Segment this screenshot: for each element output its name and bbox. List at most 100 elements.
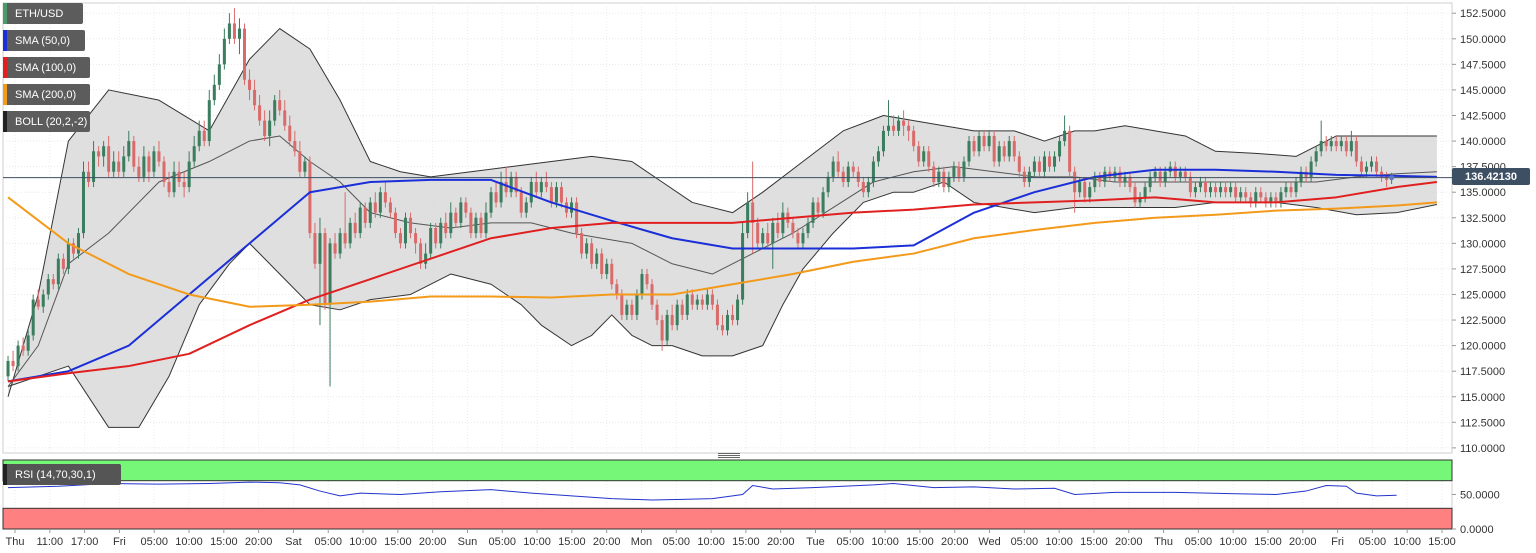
candle-body (871, 161, 875, 182)
candle-body (952, 166, 956, 177)
legend-sma-200[interactable]: SMA (200,0) (3, 84, 90, 105)
candle-body (670, 314, 674, 326)
candle-body (353, 222, 357, 234)
candle-body (635, 294, 639, 315)
rsi-oversold-zone (2, 507, 1453, 530)
candle-body (992, 135, 996, 162)
candle-body (791, 222, 795, 234)
x-tick-label: 10:00 (349, 536, 377, 548)
candle-body (1385, 176, 1389, 180)
legend-sma-100[interactable]: SMA (100,0) (3, 57, 90, 78)
legend-swatch (3, 57, 7, 78)
candle-body (917, 146, 921, 162)
candle-body (700, 299, 704, 305)
candle-body (675, 304, 679, 326)
candle-body (1042, 156, 1046, 172)
candle-body (1214, 187, 1218, 193)
candle-body (97, 151, 101, 157)
candle-body (348, 222, 352, 244)
candle-body (303, 161, 307, 172)
candle-body (856, 171, 860, 182)
x-tick-label: 05:00 (140, 536, 168, 548)
indicator-legend: ETH/USD SMA (50,0) SMA (100,0) SMA (200,… (3, 3, 90, 138)
candle-body (1118, 171, 1122, 182)
candle-body (237, 28, 241, 39)
candle-body (1229, 187, 1233, 193)
candle-body (429, 228, 433, 254)
x-tick-label: 10:00 (175, 536, 203, 548)
candle-body (1375, 161, 1379, 172)
candle-body (283, 110, 287, 126)
candle-body (1022, 171, 1026, 182)
legend-sma-50[interactable]: SMA (50,0) (3, 30, 85, 51)
x-tick-label: 20:00 (593, 536, 621, 548)
candle-body (1123, 176, 1127, 182)
candle-body (1148, 176, 1152, 188)
x-tick-label: 05:00 (1011, 536, 1039, 548)
candle-body (16, 345, 20, 367)
candle-body (157, 151, 161, 162)
legend-swatch (3, 464, 7, 485)
candle-body (1269, 197, 1273, 203)
candle-body (147, 156, 151, 172)
x-tick-label: 20:00 (1115, 536, 1143, 548)
candle-body (137, 166, 141, 177)
candle-body (841, 171, 845, 182)
candle-body (308, 161, 312, 234)
candle-body (202, 130, 206, 142)
candle-body (51, 279, 55, 285)
candle-body (419, 243, 423, 264)
candle-body (1138, 197, 1142, 203)
candle-body (268, 120, 272, 136)
candle-body (539, 181, 543, 193)
bollinger-mid-line (7, 135, 1437, 387)
candle-body (912, 130, 916, 147)
candle-body (559, 187, 563, 203)
candle-body (660, 320, 664, 341)
candle-body (982, 135, 986, 147)
legend-rsi[interactable]: RSI (14,70,30,1) (3, 464, 121, 485)
candle-body (403, 217, 408, 244)
x-tick-label: 10:00 (1393, 536, 1421, 548)
candle-body (620, 294, 624, 315)
candle-body (142, 156, 146, 177)
bollinger-fill (8, 28, 1437, 428)
candle-body (766, 233, 770, 244)
candle-body (409, 217, 413, 234)
candle-body (81, 171, 86, 234)
candle-body (731, 314, 735, 321)
legend-boll[interactable]: BOLL (20,2,-2) (3, 111, 90, 132)
candle-body (439, 222, 443, 244)
candle-body (544, 181, 548, 188)
y-tick-label: 117.5000 (1460, 366, 1505, 378)
candle-body (363, 207, 367, 223)
candle-body (328, 243, 332, 305)
candle-body (253, 89, 257, 106)
bollinger-upper-line (7, 28, 1437, 397)
candle-body (107, 146, 111, 172)
x-tick-label: 15:00 (1428, 536, 1456, 548)
candle-body (655, 304, 659, 321)
candle-body (1183, 171, 1187, 177)
candle-body (479, 217, 483, 234)
x-tick-label: 20:00 (941, 536, 969, 548)
candle-body (499, 181, 503, 203)
candle-body (318, 233, 322, 264)
x-tick-label: Thu (1154, 536, 1173, 548)
panel-resize-handle[interactable] (718, 452, 740, 458)
candle-body (92, 151, 96, 182)
candle-body (1324, 141, 1328, 147)
candle-body (66, 243, 70, 269)
y-tick-label: 132.5000 (1460, 213, 1506, 225)
candle-body (41, 294, 45, 307)
candle-body (36, 299, 40, 307)
rsi-overbought-zone (2, 459, 1453, 482)
candle-body (31, 299, 35, 336)
candle-body (529, 181, 533, 203)
candle-body (665, 314, 669, 341)
candle-body (1208, 187, 1213, 193)
candle-body (987, 135, 991, 147)
candle-body (489, 192, 493, 213)
legend-eth-usd[interactable]: ETH/USD (3, 3, 83, 24)
